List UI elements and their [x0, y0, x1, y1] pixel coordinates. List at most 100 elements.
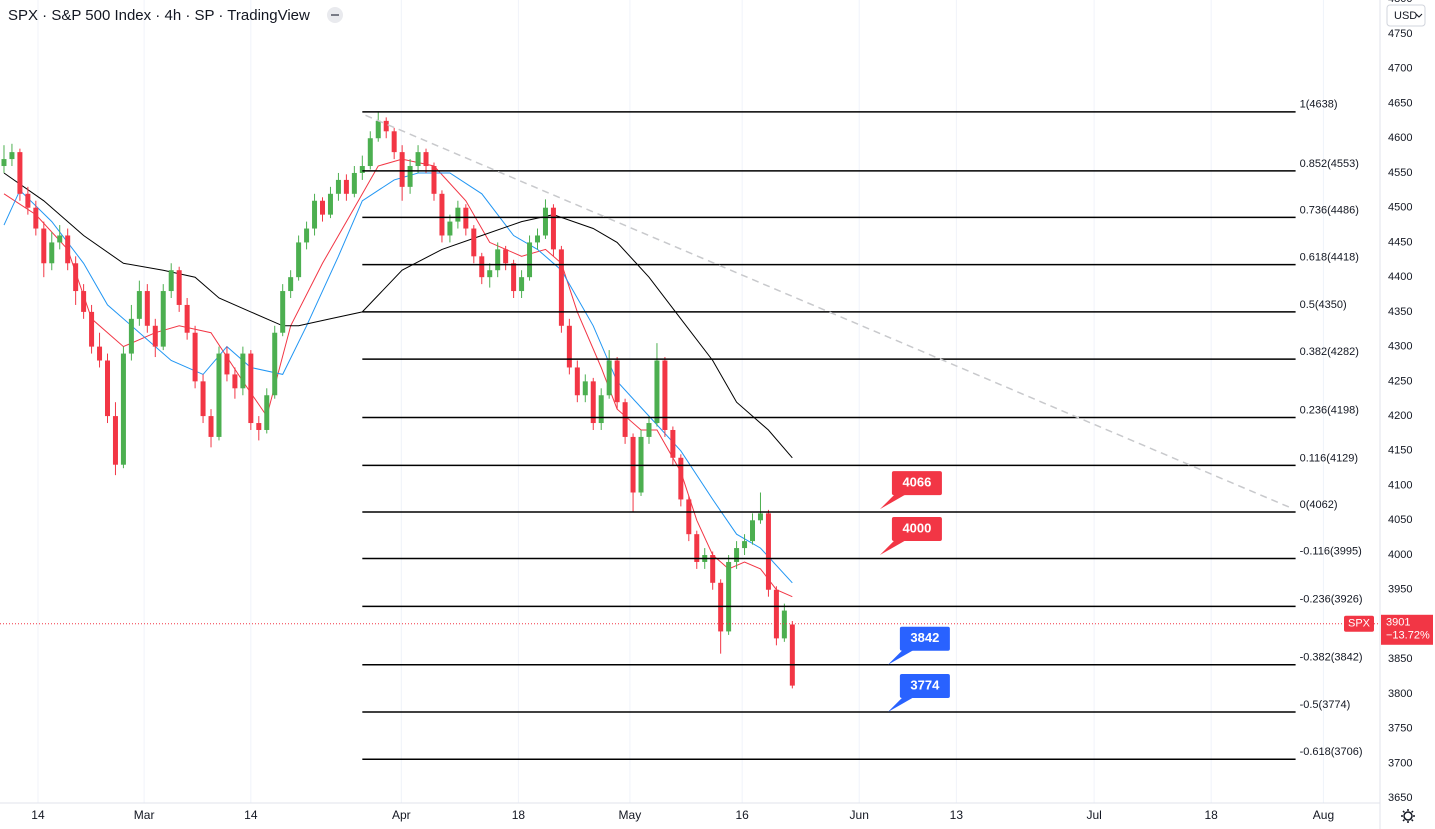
settings[interactable] [1401, 809, 1415, 823]
fib-label: 1(4638) [1300, 99, 1338, 111]
candle-body [606, 360, 612, 396]
callout-box [899, 626, 950, 651]
candle-body [335, 179, 341, 194]
candle-body [33, 207, 39, 229]
moving-average [3, 172, 793, 584]
candle-body [678, 457, 684, 500]
overlay: 1(4638) 0.852(4553) 0.736(4486) 0.618(4418)… [0, 99, 1380, 760]
candle-body [455, 207, 461, 222]
fib-label: 0.736(4486) [1300, 204, 1359, 216]
dropdown-arrow [1415, 13, 1423, 18]
callout-pointer [887, 648, 916, 665]
y-tick-label: 4050 [1388, 514, 1412, 526]
candle-body [296, 242, 302, 278]
fib-label: -0.236(3926) [1300, 593, 1363, 605]
candle-body [280, 291, 286, 333]
fib-label: 0(4062) [1300, 499, 1338, 511]
candle-body [320, 200, 326, 215]
x-tick-label: Jul [1086, 808, 1101, 822]
candle-body [304, 228, 310, 243]
price-label: 3901 [1386, 617, 1410, 629]
candle-body [1, 159, 7, 167]
candle-body [447, 221, 453, 236]
candle-body [750, 520, 756, 542]
candle-body [49, 242, 55, 264]
candle-body [622, 402, 628, 437]
candle-body [431, 166, 437, 194]
candle-body [192, 332, 198, 382]
price-tag [1381, 614, 1433, 645]
candle-body [81, 291, 87, 312]
callout-box [891, 517, 942, 542]
callout-pointer [879, 493, 908, 510]
x-tick-label: 14 [244, 808, 258, 822]
candle-body [694, 534, 700, 562]
y-tick-label: 4250 [1388, 375, 1412, 387]
candle-body [65, 235, 71, 264]
candle-body [168, 270, 174, 292]
candle-body [89, 311, 95, 347]
y-tick-label: 4550 [1388, 167, 1412, 179]
y-tick-label: 4650 [1388, 97, 1412, 109]
candle-body [590, 381, 596, 424]
x-tick-label: 18 [512, 808, 526, 822]
y-tick-label: 4350 [1388, 306, 1412, 318]
x-tick-label: 13 [950, 808, 964, 822]
fib-label: -0.5(3774) [1300, 699, 1351, 711]
candle-body [550, 207, 556, 250]
callout-label: 4066 [902, 475, 931, 490]
candle-body [383, 120, 389, 132]
candle-body [57, 235, 63, 243]
candle-body [120, 353, 126, 465]
y-tick-label: 4750 [1388, 28, 1412, 40]
candle-body [105, 360, 111, 417]
y-tick-label: 3850 [1388, 653, 1412, 665]
candle-body [654, 360, 660, 424]
y-tick-label: 4400 [1388, 271, 1412, 283]
symbol-label: SPX [1348, 618, 1371, 630]
candle-body [574, 367, 580, 396]
fib-label: -0.116(3995) [1300, 545, 1362, 557]
candle-body [670, 429, 676, 458]
candle-body [264, 395, 270, 430]
x-tick-label: 18 [1205, 808, 1219, 822]
plot [1, 111, 795, 689]
candle-body [781, 610, 787, 639]
candle-body [25, 193, 31, 208]
candle-body [343, 179, 349, 194]
x-tick-label: Jun [850, 808, 869, 822]
callout-box [891, 471, 942, 496]
candle-body [415, 152, 421, 167]
y-tick-label: 4500 [1388, 202, 1412, 214]
candle-body [288, 277, 294, 292]
y-tick-label: 3750 [1388, 723, 1412, 735]
currency: USD [1394, 10, 1417, 22]
candle-body [511, 263, 517, 292]
candle-body [614, 360, 620, 403]
x-tick-label: Aug [1313, 808, 1334, 822]
symbol-tag [1344, 615, 1374, 632]
y-tick-label: 4300 [1388, 341, 1412, 353]
candle-body [789, 624, 795, 686]
candle-body [527, 242, 533, 278]
candle-body [176, 270, 182, 305]
candle-body [359, 166, 365, 173]
candle-body [686, 499, 692, 535]
candle-body [399, 152, 405, 187]
candle-body [216, 353, 222, 437]
x-tick-label: 16 [735, 808, 749, 822]
candle-body [423, 152, 429, 167]
candle-body [519, 277, 525, 292]
callout-pointer [879, 539, 908, 556]
callout-pointer [887, 696, 916, 713]
title-toggle[interactable] [327, 7, 343, 23]
candle-body [41, 228, 47, 264]
candle-body [495, 249, 501, 271]
candle-body [97, 346, 103, 361]
candle-body [136, 291, 142, 319]
candle-body [128, 318, 134, 354]
y-tick-label: 3950 [1388, 584, 1412, 596]
currency-select[interactable]: USD [1386, 4, 1426, 27]
grid [37, 0, 1324, 803]
